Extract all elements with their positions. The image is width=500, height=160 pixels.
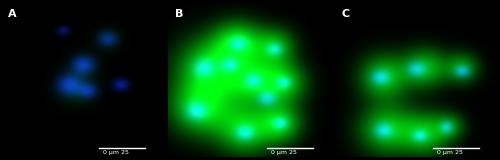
Text: A: A	[8, 9, 16, 19]
Text: 0 μm 25: 0 μm 25	[270, 150, 296, 155]
Text: B: B	[174, 9, 183, 19]
Text: 0 μm 25: 0 μm 25	[437, 150, 462, 155]
Text: C: C	[342, 9, 349, 19]
Text: 0 μm 25: 0 μm 25	[103, 150, 128, 155]
